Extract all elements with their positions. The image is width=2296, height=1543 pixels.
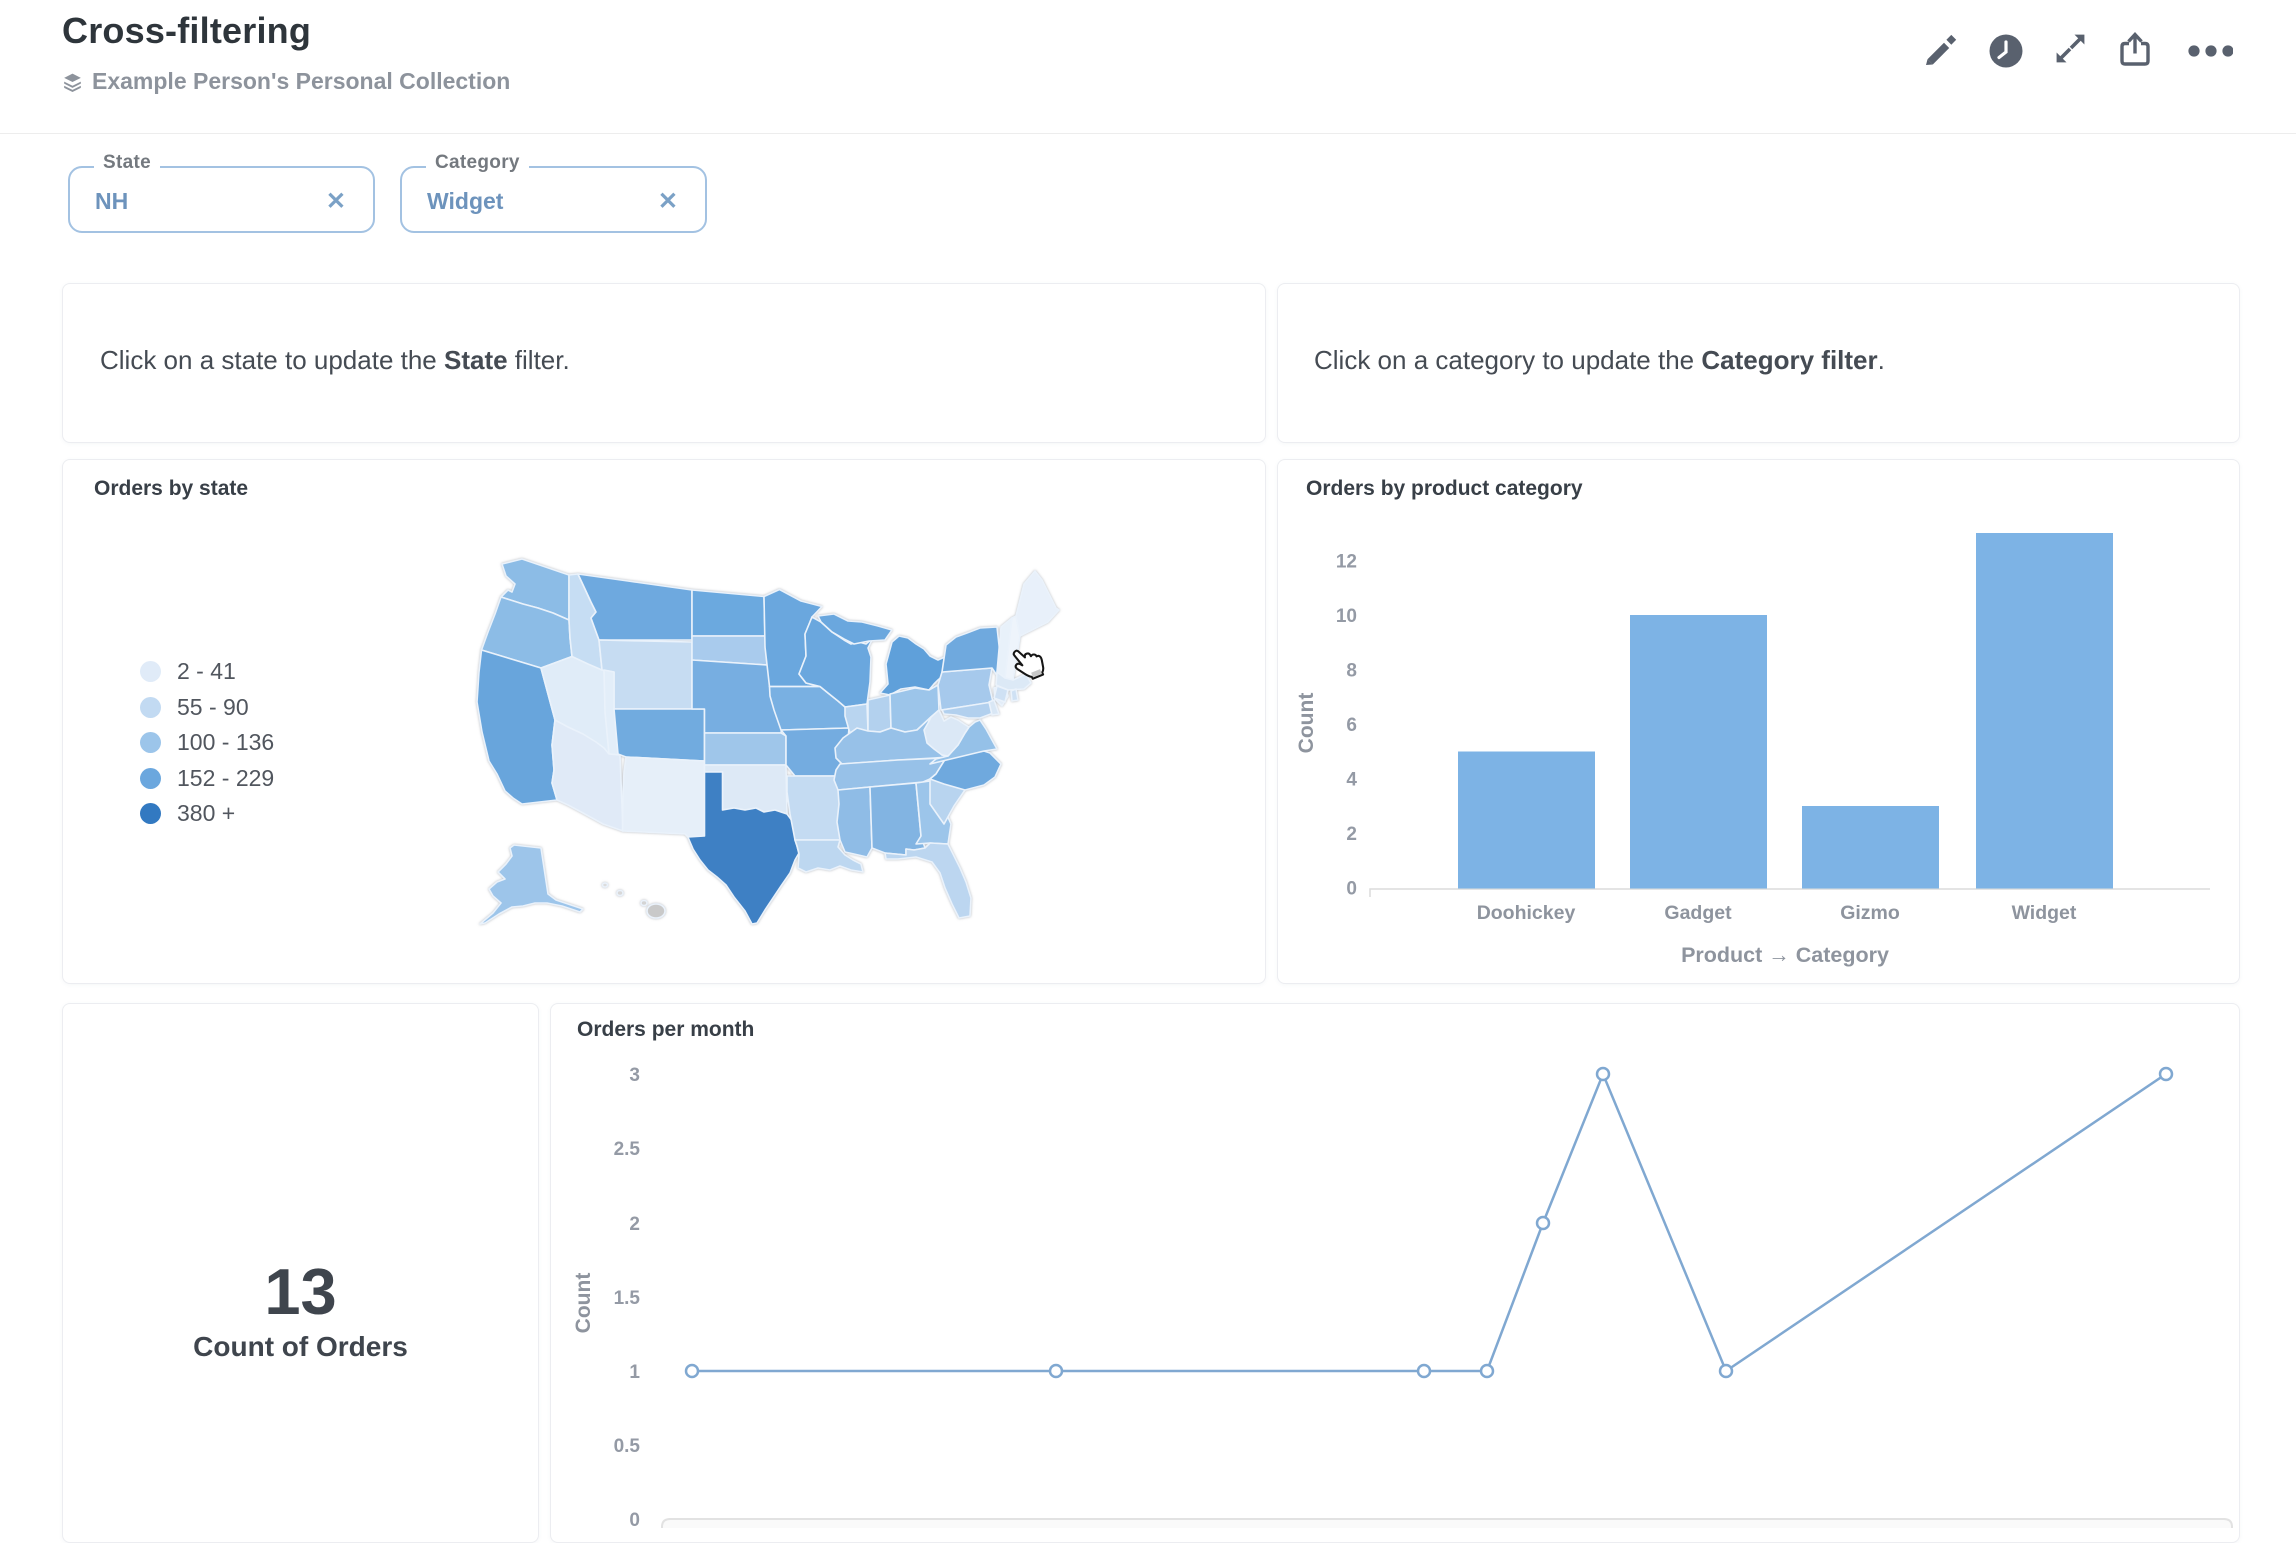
svg-text:8: 8 bbox=[1346, 661, 1357, 682]
svg-text:3: 3 bbox=[629, 1065, 640, 1086]
svg-text:2: 2 bbox=[629, 1214, 640, 1235]
svg-text:6: 6 bbox=[1346, 715, 1357, 736]
svg-text:1: 1 bbox=[629, 1362, 640, 1383]
svg-text:Count: Count bbox=[1295, 693, 1318, 754]
svg-text:12: 12 bbox=[1336, 552, 1357, 573]
svg-text:2.5: 2.5 bbox=[614, 1139, 641, 1160]
svg-text:Product → Category: Product → Category bbox=[1681, 943, 1889, 967]
svg-text:1.5: 1.5 bbox=[614, 1288, 641, 1309]
svg-text:Gizmo: Gizmo bbox=[1840, 902, 1900, 924]
svg-text:4: 4 bbox=[1346, 770, 1357, 791]
svg-text:Widget: Widget bbox=[2012, 902, 2077, 924]
svg-text:10: 10 bbox=[1336, 606, 1357, 627]
svg-text:0: 0 bbox=[629, 1510, 640, 1528]
svg-text:Count: Count bbox=[572, 1273, 595, 1334]
svg-text:Doohickey: Doohickey bbox=[1477, 902, 1576, 924]
svg-text:2: 2 bbox=[1346, 824, 1357, 845]
svg-text:Gadget: Gadget bbox=[1664, 902, 1732, 924]
svg-text:0.5: 0.5 bbox=[614, 1436, 641, 1457]
svg-text:0: 0 bbox=[1346, 879, 1357, 900]
